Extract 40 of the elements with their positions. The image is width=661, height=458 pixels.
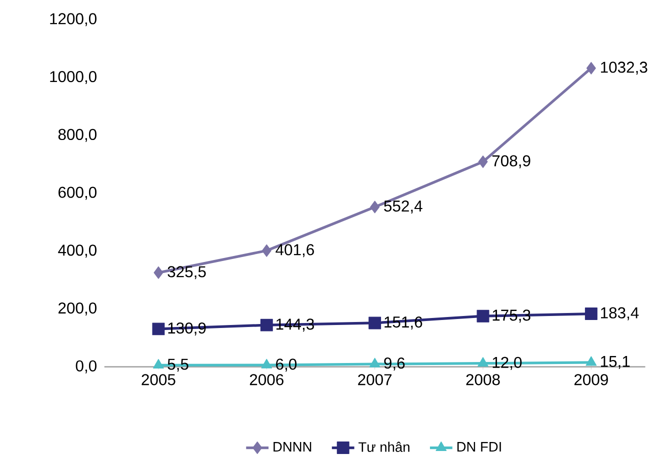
data-label: 6,0 [276, 358, 297, 372]
point [584, 307, 598, 320]
data-label: 1032,3 [601, 62, 648, 75]
x-tick-label: 2008 [466, 374, 500, 386]
x-tick-label: 2007 [358, 374, 392, 386]
data-label: 9,6 [384, 357, 405, 370]
point [152, 322, 165, 336]
data-label: 183,4 [601, 307, 639, 320]
point [478, 356, 488, 366]
point [260, 318, 273, 332]
legend-label: DNNN [274, 442, 312, 452]
point [154, 266, 164, 279]
legend-label: Tư nhân [358, 442, 410, 452]
x-tick-label: 2006 [250, 374, 284, 386]
data-label: 5,5 [168, 358, 188, 372]
y-tick-label: 1200,0 [50, 13, 96, 26]
data-label: 325,5 [168, 266, 206, 280]
point [261, 358, 272, 368]
point [262, 244, 272, 257]
point [586, 62, 596, 74]
y-tick-label: 0,0 [76, 360, 96, 374]
data-label: 552,4 [384, 200, 422, 214]
data-label: 401,6 [276, 244, 314, 257]
x-tick-label: 2005 [142, 374, 176, 386]
point [369, 358, 380, 368]
point [368, 316, 382, 330]
x-tick-label: 2009 [574, 374, 608, 386]
point [370, 200, 380, 214]
y-tick-label: 600,0 [58, 186, 96, 200]
data-label: 708,9 [492, 155, 530, 168]
y-tick-label: 200,0 [58, 302, 96, 316]
legend-label: DN FDI [457, 442, 501, 452]
y-tick-label: 1000,0 [50, 70, 96, 84]
point [586, 356, 597, 366]
y-tick-label: 800,0 [58, 128, 96, 142]
point [153, 358, 164, 368]
y-tick-label: 400,0 [58, 244, 96, 258]
point [476, 310, 490, 322]
point [478, 155, 488, 168]
data-label: 15,1 [601, 356, 630, 369]
